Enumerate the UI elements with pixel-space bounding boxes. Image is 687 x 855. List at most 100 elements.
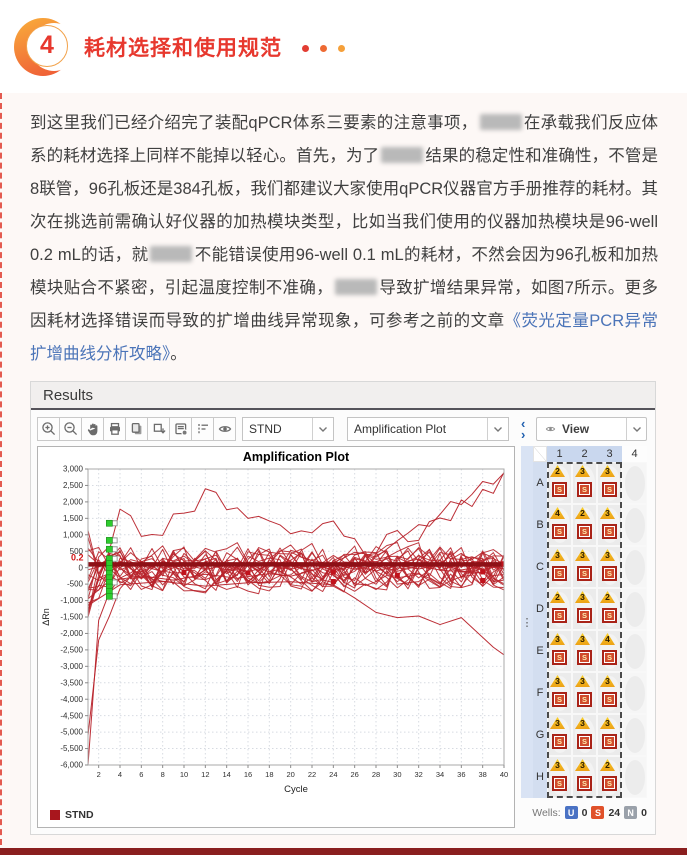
plate-row-header-C[interactable]: C [533, 546, 547, 588]
well-G4[interactable] [622, 714, 647, 756]
standard-well-icon: S [602, 524, 617, 539]
svg-text:10: 10 [180, 770, 188, 779]
plate-column-header-3[interactable]: 3 [597, 446, 622, 462]
paragraph-text: 在承载我们反应体系的耗材选择上同样不能掉以轻心。首先，为了 [30, 114, 658, 165]
standard-well-icon: S [552, 608, 567, 623]
plate-row-header-E[interactable]: E [533, 630, 547, 672]
svg-text:34: 34 [436, 770, 444, 779]
well-D4[interactable] [622, 588, 647, 630]
chart-toolbar: STND Amplification Plot [37, 416, 515, 442]
results-title: Results [43, 386, 94, 404]
zoom-out-button[interactable] [59, 417, 82, 441]
standard-well-icon: S [552, 692, 567, 707]
svg-text:26: 26 [350, 770, 358, 779]
well-E4[interactable] [622, 630, 647, 672]
well-A4[interactable] [622, 462, 647, 504]
svg-text:2,500: 2,500 [63, 481, 84, 490]
view-row: ‹ › View [521, 416, 647, 442]
view-dropdown[interactable]: View [536, 417, 647, 441]
zoom-in-button[interactable] [37, 417, 60, 441]
group-filter-dropdown-value: STND [249, 422, 282, 436]
chevron-left-icon[interactable]: ‹ [521, 416, 526, 431]
plot-type-dropdown[interactable]: Amplification Plot [347, 417, 509, 441]
well-ellipse [625, 508, 645, 543]
amplification-plot[interactable]: Amplification Plot 3,000 2,500 2,000 1,500 1,… [38, 447, 514, 804]
well-B4[interactable] [622, 504, 647, 546]
plate-column-header-4[interactable]: 4 [622, 446, 647, 462]
svg-text:ΔRn: ΔRn [41, 608, 51, 626]
standard-well-icon: S [552, 566, 567, 581]
report-settings-button[interactable] [169, 417, 192, 441]
svg-text:-1,000: -1,000 [60, 596, 83, 605]
svg-text:40: 40 [500, 770, 508, 779]
plate-row-header-D[interactable]: D [533, 588, 547, 630]
wells-count-S: 24 [608, 806, 621, 819]
plate-column-header-1[interactable]: 1 [547, 446, 572, 462]
plate-row-header-A[interactable]: A [533, 462, 547, 504]
copy-button[interactable] [125, 417, 148, 441]
svg-text:3,000: 3,000 [63, 465, 84, 474]
standard-well-icon: S [552, 776, 567, 791]
svg-text:2: 2 [97, 770, 101, 779]
svg-text:2,000: 2,000 [63, 497, 84, 506]
standard-well-icon: S [577, 524, 592, 539]
svg-text:20: 20 [286, 770, 294, 779]
well-F4[interactable] [622, 672, 647, 714]
chevron-down-icon [626, 418, 646, 440]
well-C4[interactable] [622, 546, 647, 588]
svg-text:18: 18 [265, 770, 273, 779]
standard-well-icon: S [577, 608, 592, 623]
splitter-handle[interactable]: ⋮ [521, 446, 533, 798]
standard-well-icon: S [577, 734, 592, 749]
plate-column-header-2[interactable]: 2 [572, 446, 597, 462]
group-filter-dropdown[interactable]: STND [242, 417, 334, 441]
panel-collapse-chevrons[interactable]: ‹ › [521, 416, 533, 442]
print-button[interactable] [103, 417, 126, 441]
plate-row-header-F[interactable]: F [533, 672, 547, 714]
plate-row-header-H[interactable]: H [533, 756, 547, 798]
results-body: STND Amplification Plot Amplification Plo… [31, 410, 655, 834]
svg-text:6: 6 [139, 770, 143, 779]
svg-text:1,500: 1,500 [63, 514, 84, 523]
plate-row-header-G[interactable]: G [533, 714, 547, 756]
redacted-text [335, 279, 378, 295]
export-button[interactable] [147, 417, 170, 441]
svg-text:36: 36 [457, 770, 465, 779]
svg-text:-6,000: -6,000 [60, 761, 83, 770]
standard-well-icon: S [577, 650, 592, 665]
standard-well-icon: S [552, 734, 567, 749]
chevron-right-icon[interactable]: › [521, 427, 526, 442]
plot-properties-button[interactable] [191, 417, 214, 441]
plate-row-header-B[interactable]: B [533, 504, 547, 546]
show-hide-button[interactable] [213, 417, 236, 441]
pan-button[interactable] [81, 417, 104, 441]
well-H4[interactable] [622, 756, 647, 798]
svg-text:8: 8 [161, 770, 165, 779]
article-link[interactable]: 《荧光定量PCR异常扩增曲线分析攻略》 [30, 312, 658, 363]
svg-text:-3,500: -3,500 [60, 678, 83, 687]
